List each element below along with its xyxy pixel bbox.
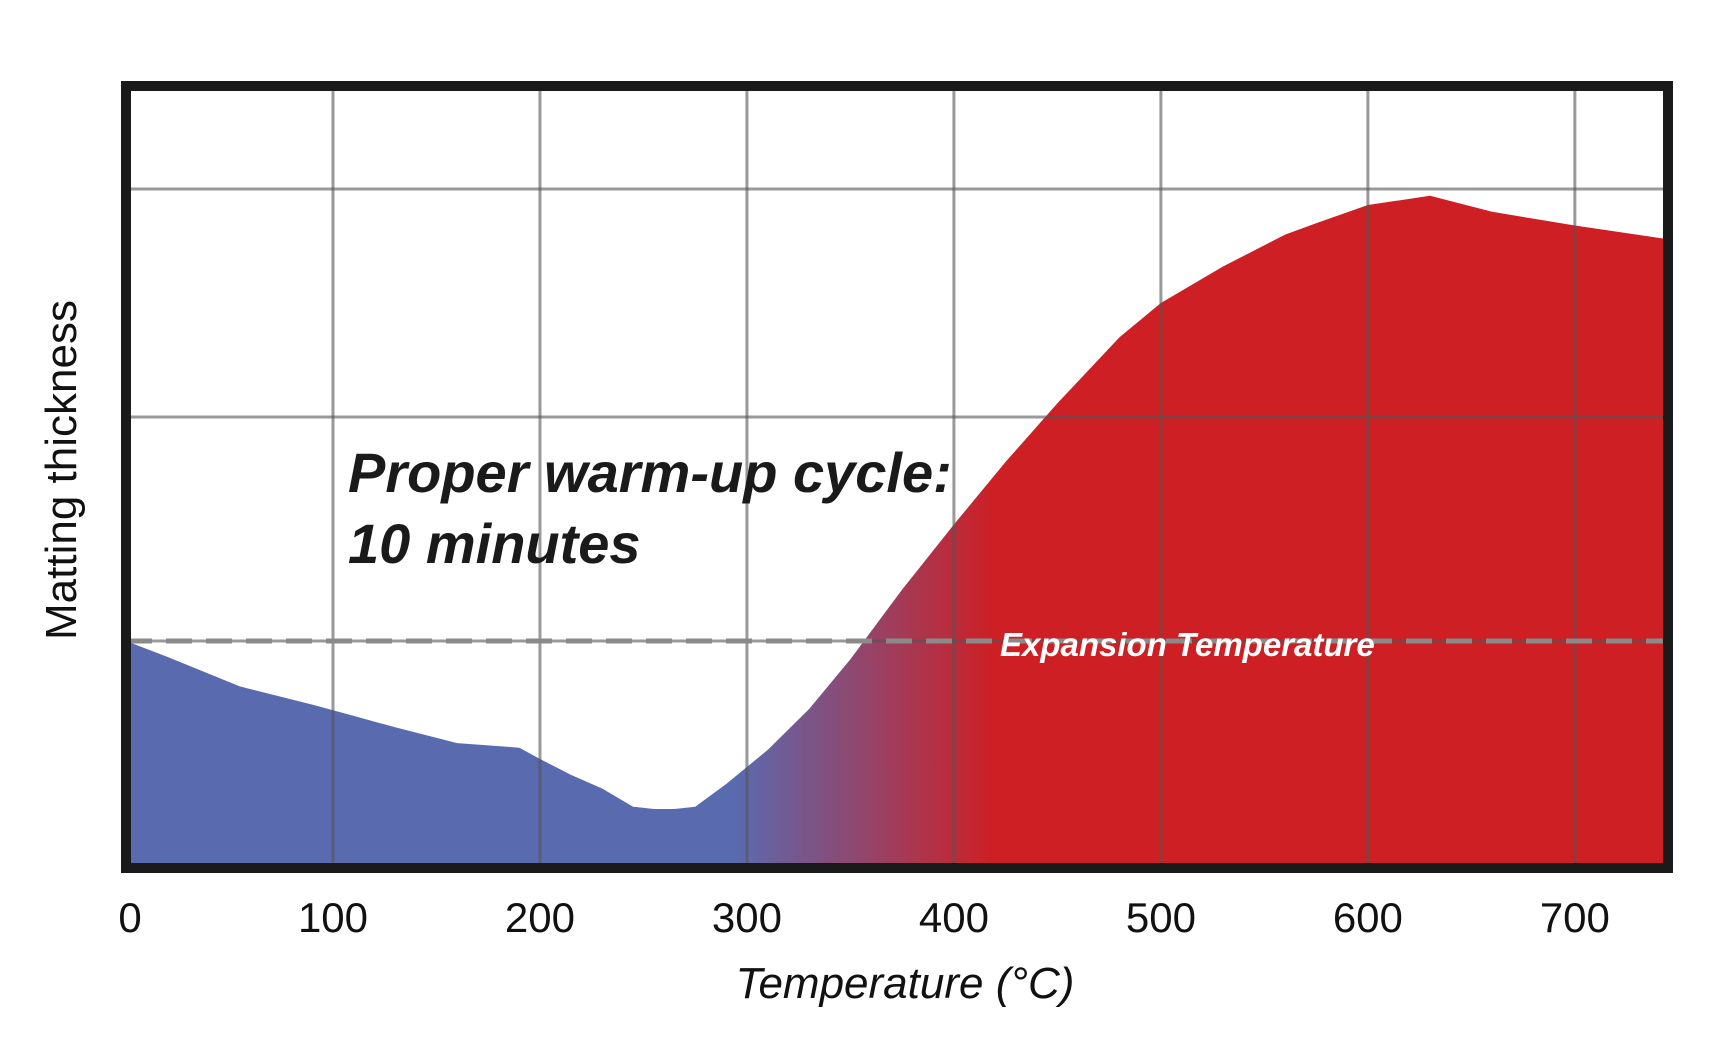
- x-tick-label: 200: [505, 894, 575, 941]
- warm-up-annotation-line-2: 10 minutes: [348, 512, 641, 575]
- x-tick-label: 500: [1126, 894, 1196, 941]
- x-axis-title: Temperature (°C): [736, 959, 1075, 1008]
- y-axis-title: Matting thickness: [37, 300, 86, 640]
- x-tick-labels: 0 100 200 300 400 500 600 700: [118, 894, 1610, 941]
- warm-up-annotation-line-1: Proper warm-up cycle:: [348, 441, 952, 504]
- x-tick-label: 600: [1333, 894, 1403, 941]
- x-tick-label: 300: [712, 894, 782, 941]
- x-tick-label: 400: [919, 894, 989, 941]
- thickness-area: [126, 195, 1668, 868]
- x-tick-label: 0: [118, 894, 141, 941]
- expansion-temperature-label: Expansion Temperature: [1000, 626, 1375, 663]
- plot-frame: [121, 81, 1673, 873]
- x-tick-label: 700: [1540, 894, 1610, 941]
- x-tick-label: 100: [298, 894, 368, 941]
- area-layer: [126, 195, 1668, 868]
